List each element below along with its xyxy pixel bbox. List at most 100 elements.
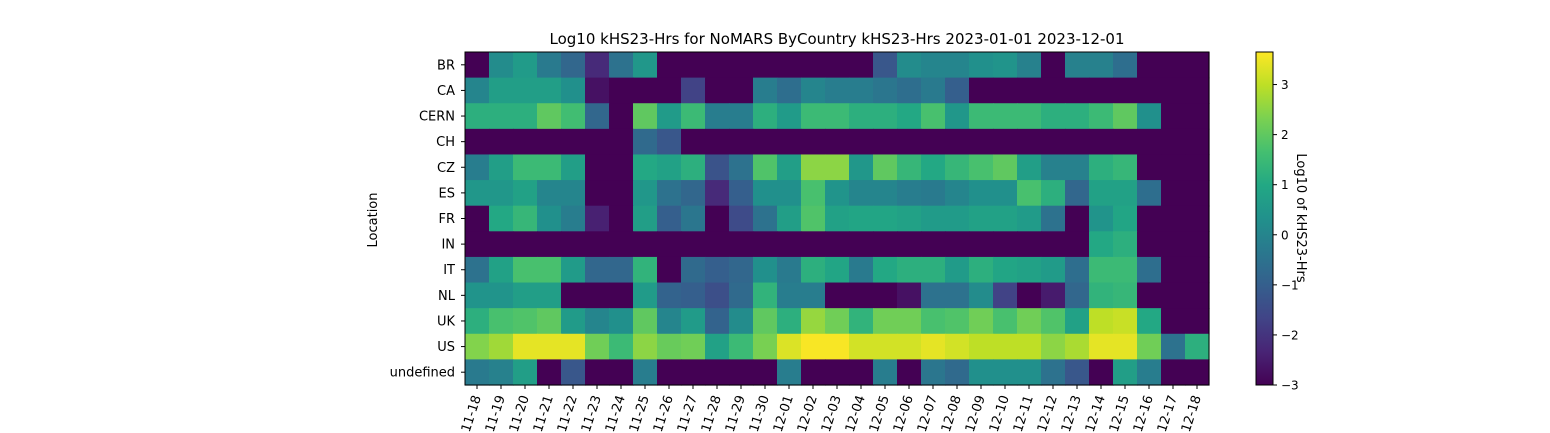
heatmap-cell xyxy=(753,77,778,104)
heatmap-cell xyxy=(1041,103,1066,130)
heatmap-cell xyxy=(705,128,730,156)
heatmap-cell xyxy=(585,231,610,258)
heatmap-cell xyxy=(1137,231,1162,258)
heatmap-cell xyxy=(945,180,970,207)
heatmap-cell xyxy=(921,256,946,284)
heatmap-cell xyxy=(1041,154,1066,181)
heatmap-cell xyxy=(705,359,730,386)
heatmap-cell xyxy=(657,205,682,232)
heatmap-cell xyxy=(945,205,970,232)
heatmap-cell xyxy=(561,282,586,309)
x-tick-label: 11-22 xyxy=(555,394,581,433)
heatmap-cell xyxy=(633,154,658,181)
heatmap-cell xyxy=(753,154,778,181)
heatmap-cell xyxy=(969,308,994,335)
heatmap-cell xyxy=(945,52,970,79)
heatmap-cell xyxy=(705,77,730,104)
heatmap-cell xyxy=(729,359,754,386)
heatmap-cell xyxy=(1041,205,1066,232)
heatmap-cell xyxy=(777,256,802,284)
heatmap-cell xyxy=(849,52,874,79)
heatmap-cell xyxy=(537,231,562,258)
heatmap-cell xyxy=(1017,282,1042,309)
heatmap-cell xyxy=(1065,256,1090,284)
heatmap-cell xyxy=(513,103,538,130)
heatmap-cell xyxy=(465,103,490,130)
heatmap-cell xyxy=(873,359,898,386)
heatmap-cell xyxy=(993,256,1018,284)
heatmap-cell xyxy=(489,154,514,181)
heatmap-cell xyxy=(753,359,778,386)
heatmap-cell xyxy=(993,333,1018,360)
heatmap-cell xyxy=(1017,256,1042,284)
heatmap-cell xyxy=(849,333,874,360)
heatmap-cell xyxy=(801,52,826,79)
heatmap-cell xyxy=(1161,308,1186,335)
heatmap-cell xyxy=(465,333,490,360)
heatmap-cell xyxy=(849,256,874,284)
y-tick-label: US xyxy=(437,340,455,355)
heatmap-cell xyxy=(825,52,850,79)
heatmap-cell xyxy=(729,333,754,360)
heatmap-cell xyxy=(1089,128,1114,156)
heatmap-cell xyxy=(489,52,514,79)
heatmap-cell xyxy=(537,77,562,104)
heatmap-cell xyxy=(1041,359,1066,386)
heatmap-cell xyxy=(537,333,562,360)
heatmap-cell xyxy=(609,282,634,309)
heatmap-cell xyxy=(1041,256,1066,284)
heatmap-cell xyxy=(1185,77,1210,104)
heatmap-cell xyxy=(561,52,586,79)
heatmap-cell xyxy=(465,52,490,79)
x-tick-label: 12-18 xyxy=(1179,394,1205,433)
x-tick-label: 11-21 xyxy=(531,394,557,433)
heatmap-cell xyxy=(513,180,538,207)
heatmap-cell xyxy=(753,205,778,232)
heatmap-cell xyxy=(897,128,922,156)
heatmap-cell xyxy=(825,128,850,156)
heatmap-cell xyxy=(1137,282,1162,309)
heatmap-cell xyxy=(1089,154,1114,181)
heatmap-cell xyxy=(1041,128,1066,156)
heatmap-cell xyxy=(753,231,778,258)
x-tick-label: 11-25 xyxy=(627,394,653,433)
heatmap-cell xyxy=(945,308,970,335)
colorbar-tick-label: −2 xyxy=(1281,328,1299,342)
heatmap-cell xyxy=(1017,205,1042,232)
heatmap-cell xyxy=(729,77,754,104)
heatmap-cell xyxy=(849,180,874,207)
heatmap-cell xyxy=(825,308,850,335)
x-tick-label: 12-15 xyxy=(1107,394,1133,433)
heatmap-cell xyxy=(993,52,1018,79)
heatmap-cell xyxy=(633,77,658,104)
heatmap-cell xyxy=(873,205,898,232)
heatmap-cell xyxy=(465,231,490,258)
heatmap-cell xyxy=(1185,103,1210,130)
y-tick-label: UK xyxy=(437,314,456,329)
heatmap-cell xyxy=(609,128,634,156)
heatmap-cell xyxy=(921,128,946,156)
heatmap-cell xyxy=(705,205,730,232)
heatmap-cell xyxy=(873,333,898,360)
heatmap-cell xyxy=(1065,154,1090,181)
heatmap-cell xyxy=(561,103,586,130)
heatmap-cell xyxy=(465,128,490,156)
heatmap-cell xyxy=(753,52,778,79)
heatmap-cell xyxy=(969,154,994,181)
x-tick-label: 11-19 xyxy=(483,394,509,433)
heatmap-cell xyxy=(681,205,706,232)
heatmap-cell xyxy=(1017,52,1042,79)
heatmap-cell xyxy=(1185,308,1210,335)
heatmap-cell xyxy=(921,52,946,79)
heatmap-cell xyxy=(1185,231,1210,258)
heatmap-cell xyxy=(825,77,850,104)
heatmap-cell xyxy=(1137,103,1162,130)
heatmap-cell xyxy=(969,231,994,258)
heatmap-cell xyxy=(681,333,706,360)
heatmap-cell xyxy=(1137,128,1162,156)
heatmap-cell xyxy=(1137,308,1162,335)
heatmap-cell xyxy=(897,154,922,181)
heatmap-cell xyxy=(1137,154,1162,181)
heatmap-cell xyxy=(969,77,994,104)
heatmap-cell xyxy=(681,180,706,207)
